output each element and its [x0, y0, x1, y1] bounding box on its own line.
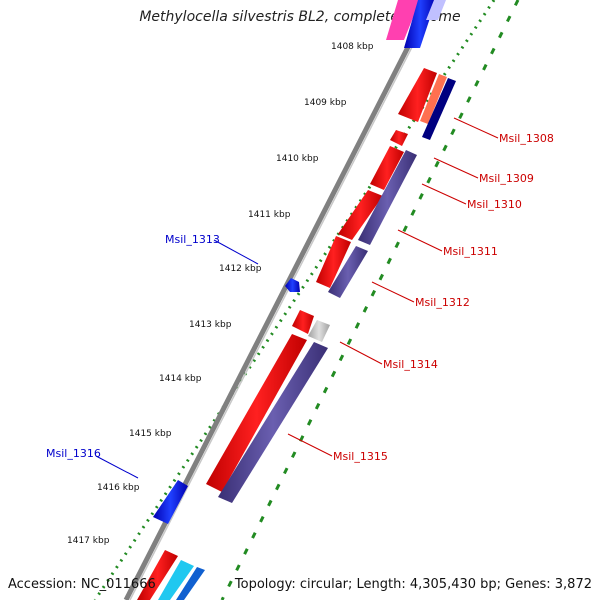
gene-msil-1312-fwd: [316, 236, 351, 288]
gene-label-msil-1316[interactable]: Msil_1316: [46, 447, 101, 460]
map-title: Methylocella silvestris BL2, complete ge…: [139, 9, 461, 25]
gene-label-msil-1311[interactable]: Msil_1311: [443, 245, 498, 258]
leader-msil-1308: [453, 117, 499, 139]
accession-label: Accession: NC_011666: [8, 577, 156, 592]
leader-msil-1309: [433, 157, 479, 179]
tick-label-1416: 1416 kbp: [97, 483, 140, 493]
gene-msil-1312-rev: [328, 246, 368, 298]
leader-msil-1310: [421, 183, 467, 205]
gene-bottom-red: [137, 550, 178, 600]
tick-label-1411: 1411 kbp: [248, 210, 291, 220]
genome-stats: Topology: circular; Length: 4,305,430 bp…: [234, 577, 592, 592]
label-leader-lines: [95, 117, 499, 479]
gene-top-lavender: [426, 0, 446, 20]
gene-msil-1310-rev: [358, 150, 417, 245]
leader-msil-1314: [339, 341, 383, 365]
inner-dashed-ring: [220, 0, 520, 600]
gene-msil-1315-rev: [218, 342, 328, 503]
gene-label-msil-1315[interactable]: Msil_1315: [333, 450, 388, 463]
gene-msil-1311-fwd: [338, 190, 383, 240]
gene-msil-1309-fwd: [390, 130, 408, 146]
tick-label-1415: 1415 kbp: [129, 429, 172, 439]
leader-msil-1312: [371, 281, 415, 303]
outer-dotted-ring: [93, 0, 496, 600]
tick-label-1413: 1413 kbp: [189, 320, 232, 330]
tick-label-1414: 1414 kbp: [159, 374, 202, 384]
gene-label-msil-1309[interactable]: Msil_1309: [479, 172, 534, 185]
gene-msil-1308-orange: [420, 74, 447, 124]
gene-msil-1316-blue: [153, 480, 188, 524]
gene-label-msil-1310[interactable]: Msil_1310: [467, 198, 522, 211]
tick-label-1409: 1409 kbp: [304, 98, 347, 108]
gene-msil-1314-grey: [308, 320, 330, 342]
tick-label-1417: 1417 kbp: [67, 536, 110, 546]
leader-msil-1315: [287, 433, 333, 457]
gene-label-msil-1308[interactable]: Msil_1308: [499, 132, 554, 145]
tick-label-1408: 1408 kbp: [331, 42, 374, 52]
gene-top-magenta: [386, 0, 420, 40]
backbone-shadow: [129, 0, 437, 600]
gene-msil-1310-fwd: [370, 146, 404, 190]
gene-label-msil-1313[interactable]: Msil_1313: [165, 233, 220, 246]
leader-msil-1313: [213, 239, 259, 265]
gene-bottom-blue: [176, 567, 205, 600]
gene-label-msil-1312[interactable]: Msil_1312: [415, 296, 470, 309]
gene-msil-1308-navy: [422, 78, 456, 140]
tick-label-1412: 1412 kbp: [219, 264, 262, 274]
gene-msil-1315-fwd: [206, 334, 307, 492]
tick-label-1410: 1410 kbp: [276, 154, 319, 164]
gene-msil-1308-fwd: [398, 68, 437, 122]
gene-msil-1313-blue: [285, 278, 300, 292]
gene-bottom-cyan: [158, 560, 194, 600]
leader-msil-1316: [95, 455, 139, 479]
gene-msil-1314-fwd: [292, 310, 314, 334]
leader-msil-1311: [397, 229, 443, 252]
gene-top-blue: [404, 0, 436, 48]
gene-label-msil-1314[interactable]: Msil_1314: [383, 358, 438, 371]
